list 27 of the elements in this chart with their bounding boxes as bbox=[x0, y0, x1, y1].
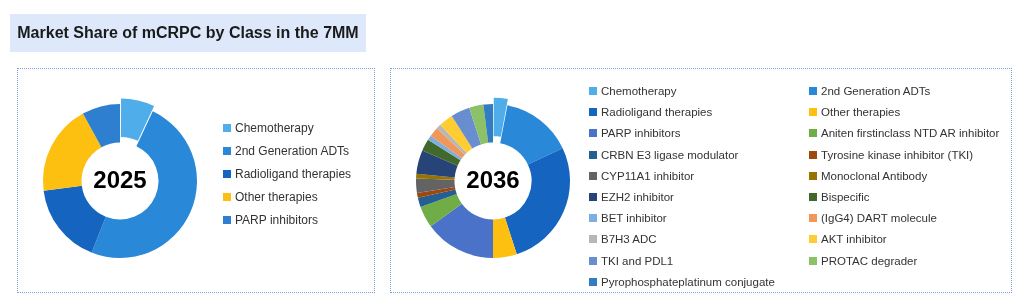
legend-label: Chemotherapy bbox=[601, 85, 677, 97]
legend-label: Bispecific bbox=[821, 191, 870, 203]
legend-label: 2nd Generation ADTs bbox=[235, 144, 350, 158]
text: 2025 bbox=[93, 165, 147, 193]
legend-label: Chemotherapy bbox=[235, 121, 314, 135]
legend-label: Aniten firstinclass NTD AR inhibitor bbox=[821, 127, 1000, 140]
chart-title: Market Share of mCRPC by Class in the 7MM bbox=[10, 14, 366, 52]
legend-label: Radioligand therapies bbox=[601, 106, 713, 119]
legend-label: Other therapies bbox=[821, 106, 901, 119]
legend-label: CRBN E3 ligase modulator bbox=[601, 148, 739, 161]
legend-label: AKT inhibitor bbox=[821, 233, 887, 246]
legend-label: BET inhibitor bbox=[601, 212, 667, 225]
legend-label: PARP inhibitors bbox=[601, 127, 681, 140]
legend-label: Other therapies bbox=[235, 190, 318, 204]
legend-label: B7H3 ADC bbox=[601, 233, 657, 246]
text: 2036 bbox=[466, 165, 520, 193]
legend-label: PARP inhibitors bbox=[235, 213, 318, 227]
legend-label: Pyrophosphateplatinum conjugate bbox=[601, 275, 775, 288]
legend-label: 2nd Generation ADTs bbox=[821, 85, 931, 97]
legend-label: Radioligand therapies bbox=[235, 167, 352, 181]
legend-label: PROTAC degrader bbox=[821, 254, 918, 267]
legend-label: CYP11A1 inhibitor bbox=[601, 169, 695, 182]
legend-label: EZH2 inhibitor bbox=[601, 191, 674, 203]
legend-label: TKI and PDL1 bbox=[601, 254, 674, 267]
legend-label: Monoclonal Antibody bbox=[821, 169, 928, 182]
legend-label: Tyrosine kinase inhibitor (TKI) bbox=[821, 148, 974, 161]
legend-label: (IgG4) DART molecule bbox=[821, 212, 937, 225]
